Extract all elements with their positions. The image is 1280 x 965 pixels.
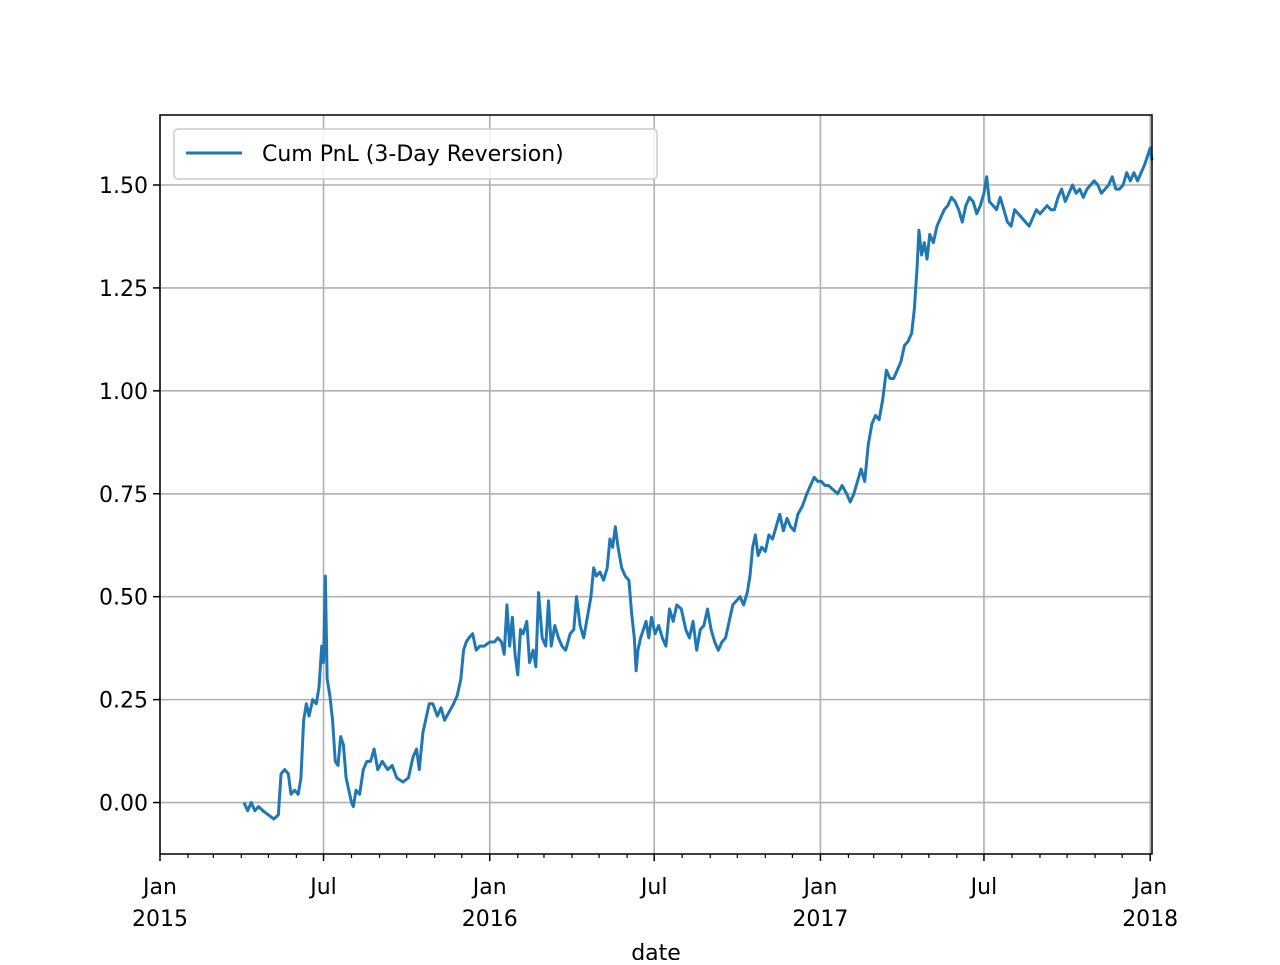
series-line [242,146,1154,821]
x-tick-label: Jan [141,875,177,900]
y-tick-label: 0.25 [99,689,148,714]
legend: Cum PnL (3-Day Reversion) [173,128,658,180]
x-tick-label: Jan [801,875,837,900]
x-tick-label: Jan [471,875,507,900]
x-tick-year-label: 2017 [792,907,848,932]
plot-frame [159,114,1153,855]
x-axis-label: date [631,941,681,960]
y-tick-label: 0.00 [99,792,148,817]
x-tick-label: Jul [639,875,668,900]
y-tick-label: 0.75 [99,483,148,508]
x-tick-year-label: 2016 [462,907,518,932]
y-tick-label: 1.25 [99,277,148,302]
legend-label: Cum PnL (3-Day Reversion) [262,142,564,167]
x-axis-ticks: Jan 2015 Jul Jan 2016 Jul Jan 2017 Jul Jan 2018 [132,854,1178,932]
series-lines [242,146,1154,821]
x-tick-label: Jul [308,875,337,900]
y-tick-label: 1.50 [99,174,148,199]
legend-box [173,128,658,180]
y-tick-label: 0.50 [99,586,148,611]
y-tick-label: 1.00 [99,380,148,405]
gridlines [159,115,1152,854]
x-tick-label: Jan [1131,875,1167,900]
y-axis-ticks: 0.00 0.25 0.50 0.75 1.00 1.25 1.50 [99,174,160,817]
x-tick-year-label: 2015 [132,907,188,932]
x-tick-year-label: 2018 [1122,907,1178,932]
x-tick-label: Jul [969,875,998,900]
